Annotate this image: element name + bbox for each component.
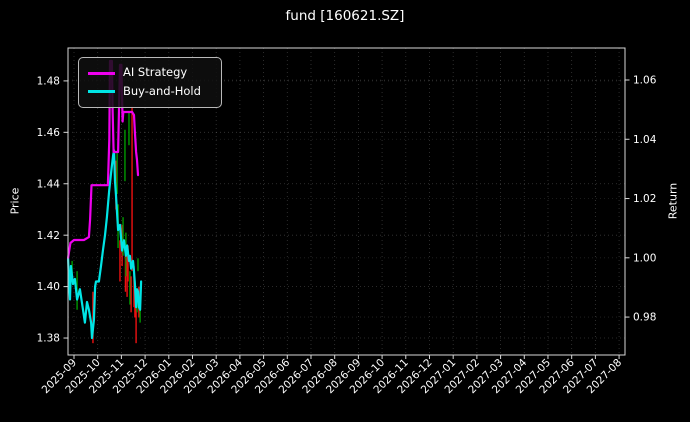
legend-item-ai-strategy: AI Strategy (88, 67, 212, 79)
price-tick-label: 1.48 (37, 75, 60, 87)
legend-label: Buy-and-Hold (123, 84, 201, 99)
price-tick-label: 1.44 (37, 178, 61, 190)
buy-and-hold-line (66, 149, 143, 340)
return-tick-label: 0.98 (633, 312, 656, 324)
ai-strategy-line-swatch (88, 71, 115, 75)
ai-strategy-line (66, 59, 140, 259)
legend-label: AI Strategy (123, 65, 188, 80)
buy-and-hold-line-swatch (88, 90, 115, 94)
legend: AI Strategy Buy-and-Hold (78, 57, 222, 108)
price-tick-label: 1.46 (37, 127, 61, 139)
price-tick-label: 1.42 (37, 230, 60, 242)
chart-title: fund [160621.SZ] (285, 8, 405, 24)
legend-item-buy-and-hold: Buy-and-Hold (88, 86, 212, 98)
price-tick-label: 1.38 (37, 333, 60, 345)
return-tick-label: 1.00 (633, 252, 656, 264)
return-tick-label: 1.04 (633, 134, 657, 146)
return-tick-label: 1.06 (633, 75, 657, 87)
price-tick-label: 1.40 (37, 281, 60, 293)
plot-border (67, 47, 626, 356)
return-tick-label: 1.02 (633, 193, 656, 205)
